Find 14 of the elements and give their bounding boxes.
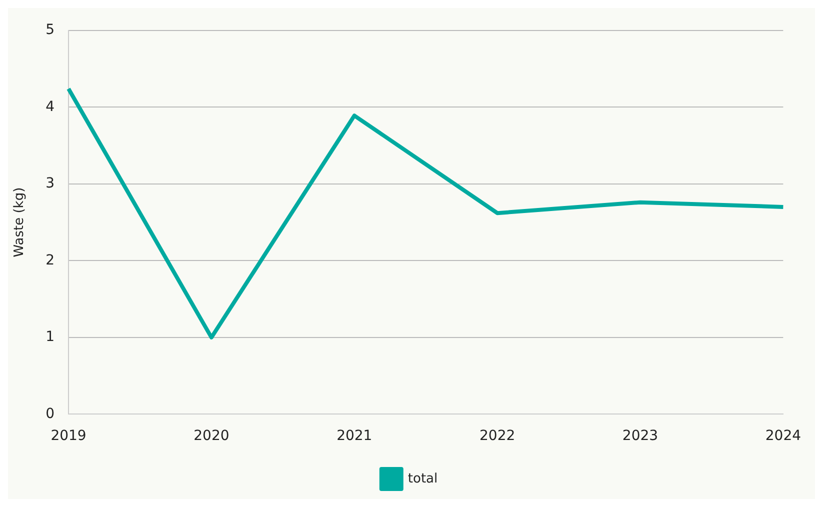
y-tick-label: 0 xyxy=(46,406,55,422)
y-tick-label: 4 xyxy=(46,98,55,115)
y-tick-label: 2 xyxy=(46,252,55,268)
x-tick-label: 2023 xyxy=(622,428,658,444)
x-tick-label: 2022 xyxy=(479,428,516,444)
y-tick-label: 1 xyxy=(46,329,55,346)
y-tick-label: 5 xyxy=(46,22,55,38)
x-tick-label: 2024 xyxy=(765,428,802,444)
x-tick-label: 2021 xyxy=(336,428,372,444)
y-tick-label: 3 xyxy=(46,176,55,192)
y-axis-title: Waste (kg) xyxy=(12,187,28,258)
x-tick-label: 2019 xyxy=(50,428,86,444)
x-tick-label: 2020 xyxy=(194,428,230,444)
legend-label: total xyxy=(408,471,438,486)
